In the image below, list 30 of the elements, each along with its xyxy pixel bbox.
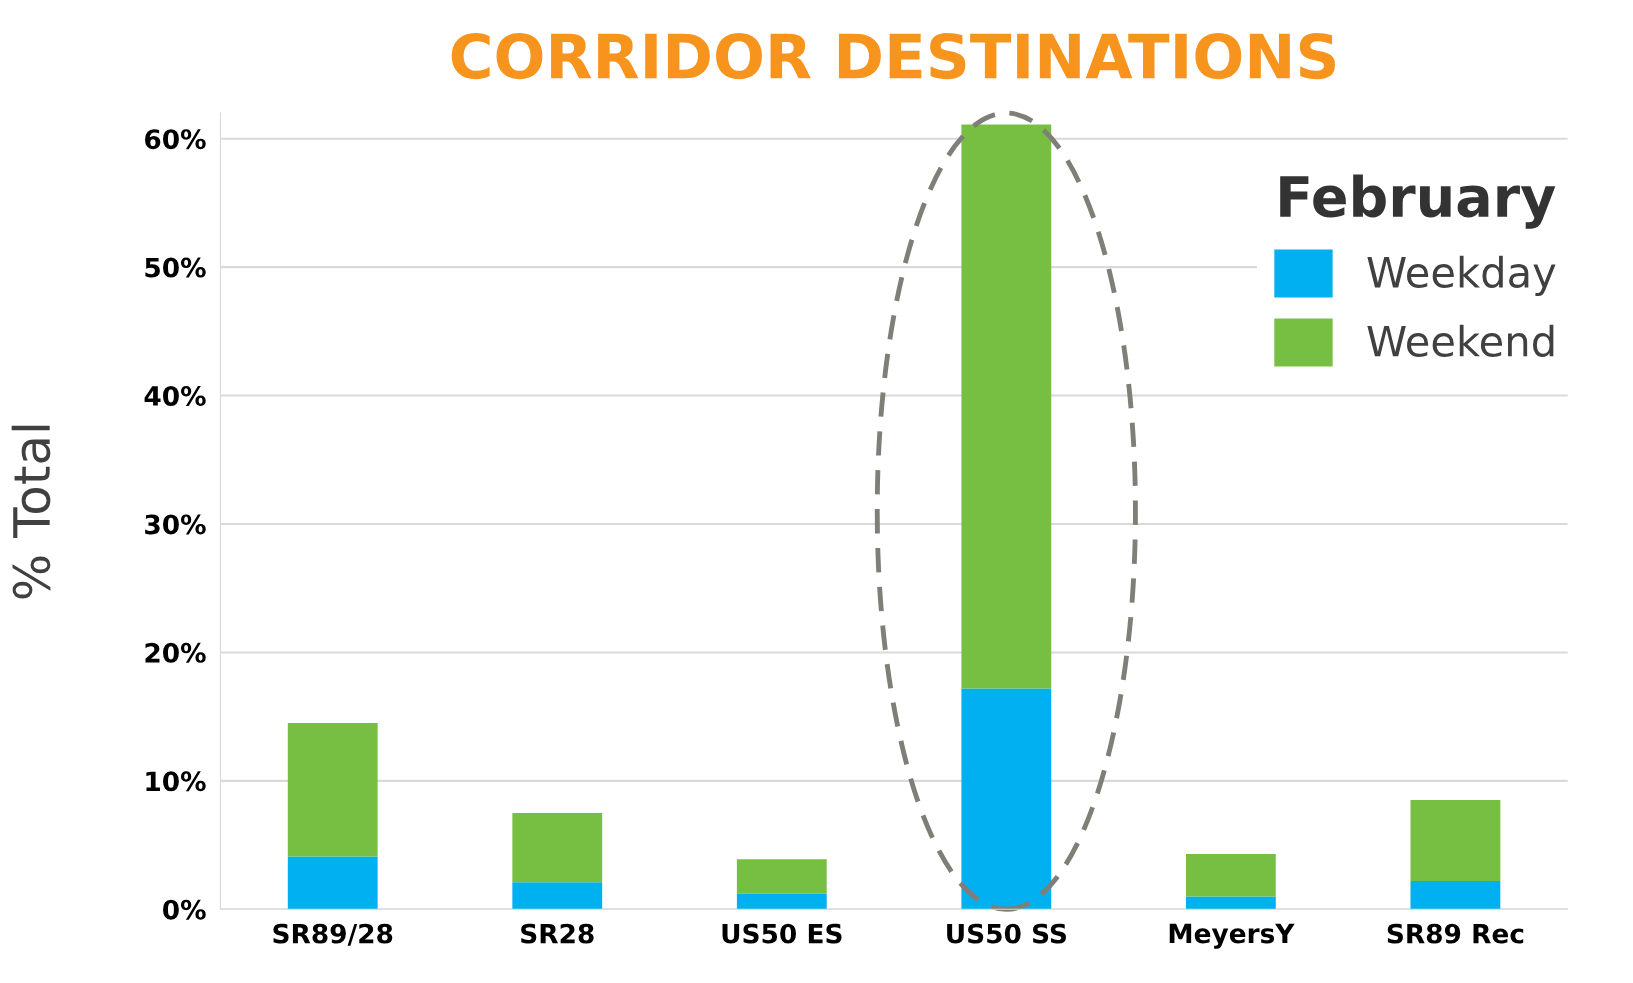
bar (736, 859, 827, 894)
bar (287, 723, 378, 857)
legend-label: Weekend (1367, 324, 1554, 357)
chart-title: CORRIDOR DESTINATIONS (451, 32, 1335, 80)
x-tick-label: SR89 Rec (1387, 923, 1524, 944)
y-tick-label: 50% (145, 257, 206, 278)
y-tick-label: 30% (145, 514, 206, 535)
x-tick-label: MeyersY (1169, 923, 1295, 949)
bar (1185, 896, 1276, 910)
y-tick-label: 10% (146, 771, 206, 792)
bar (1410, 881, 1501, 910)
bar (1185, 854, 1276, 897)
y-tick-label: 20% (145, 642, 206, 663)
x-tick-label: SR28 (521, 923, 594, 944)
y-tick-label: 40% (144, 386, 206, 406)
bar (1410, 800, 1501, 882)
bar (961, 124, 1052, 689)
bar (736, 893, 827, 910)
y-tick-label: 0% (163, 899, 206, 920)
x-tick-label: US50 ES (722, 923, 842, 944)
bar (512, 812, 603, 883)
bar (961, 688, 1052, 910)
y-tick-label: 60% (145, 129, 206, 150)
bar (287, 856, 378, 910)
x-tick-label: SR89/28 (273, 923, 393, 946)
y-axis-title: % Total (11, 425, 51, 599)
legend-title: February (1280, 174, 1556, 229)
x-tick-label: US50 SS (947, 923, 1066, 944)
legend-label: Weekday (1367, 255, 1556, 297)
bar (512, 882, 603, 910)
